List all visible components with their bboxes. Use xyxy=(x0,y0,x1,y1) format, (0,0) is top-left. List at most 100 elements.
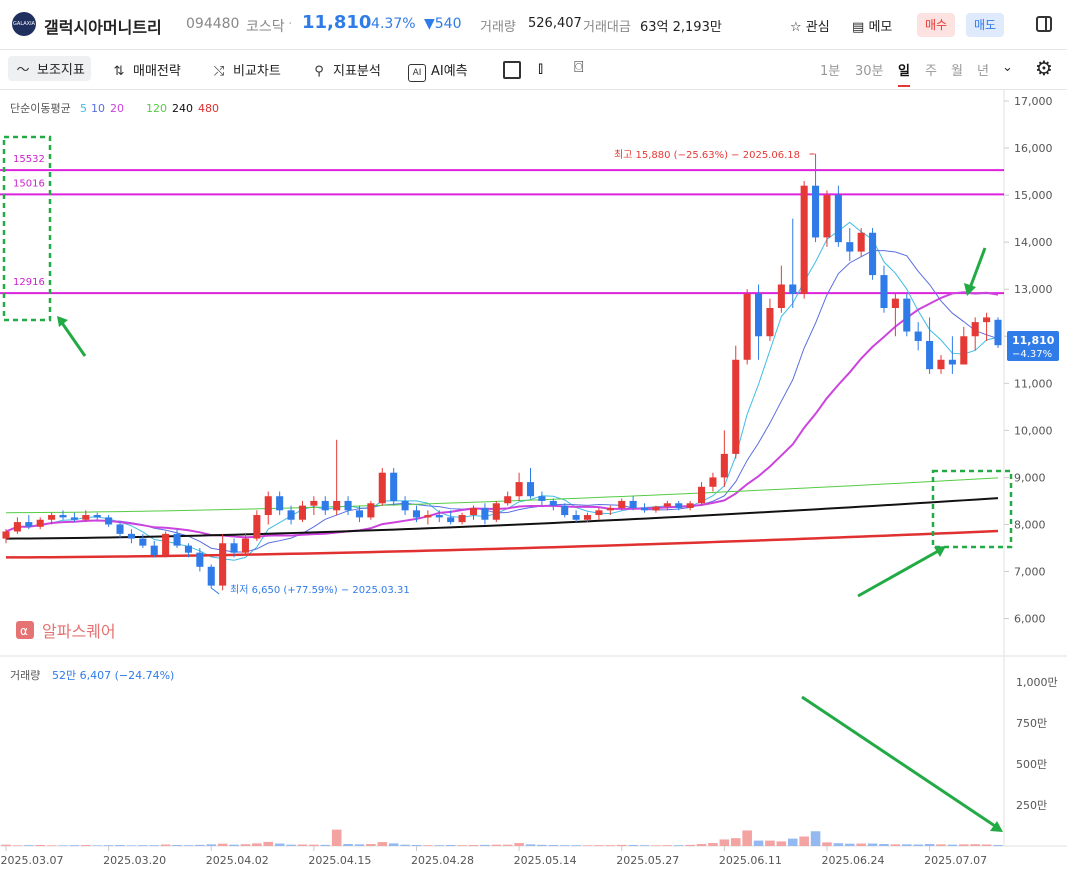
candle-body xyxy=(675,503,683,508)
candle-body xyxy=(891,298,899,309)
volume-bar xyxy=(867,843,878,846)
y-tick-label: 15,000 xyxy=(1014,189,1053,202)
analysis-button[interactable]: ⚲ 지표분석 xyxy=(310,60,381,79)
period-week[interactable]: 주 xyxy=(925,64,937,79)
candle-body xyxy=(743,293,751,360)
moving-averages xyxy=(5,221,999,561)
sell-button[interactable]: 매도 xyxy=(966,13,1005,37)
stock-name: 갤럭시아머니트리 xyxy=(44,18,162,37)
price-chart[interactable]: 단순이동평균 5 10 20 120 240 480 17,000 16,000 15,000… xyxy=(0,90,1067,882)
y-tick-label: 14,000 xyxy=(1014,236,1053,249)
volume-bar xyxy=(35,845,45,846)
ma-legend: 단순이동평균 5 10 20 120 240 480 xyxy=(10,102,219,115)
candle-body xyxy=(287,510,295,520)
candle-body xyxy=(846,242,854,252)
candle-body xyxy=(207,566,215,586)
ma-240-line xyxy=(5,497,999,540)
candle-body xyxy=(857,232,865,252)
volume-bar xyxy=(571,845,581,846)
volume-bar xyxy=(844,843,855,846)
stock-code: 094480 xyxy=(186,16,240,32)
ma-5-line xyxy=(5,221,999,561)
candle-body xyxy=(139,538,147,546)
memo-button[interactable]: ▤ 메모 xyxy=(852,16,892,35)
candle-body xyxy=(492,503,500,520)
candle-body xyxy=(834,195,842,243)
period-month[interactable]: 월 xyxy=(951,64,963,79)
candle-body xyxy=(983,317,991,323)
volume-bar xyxy=(628,845,638,846)
candle-body xyxy=(538,496,546,501)
volume-bar xyxy=(822,842,832,846)
candle-body xyxy=(48,515,56,520)
candle-body xyxy=(241,538,249,553)
candle-body xyxy=(70,517,78,520)
volume-bar xyxy=(913,844,923,846)
volume-bar xyxy=(947,844,958,846)
candle-body xyxy=(629,500,637,508)
watch-button[interactable]: ☆ 관심 xyxy=(790,16,830,35)
volume-bar xyxy=(309,844,319,846)
period-year[interactable]: 년 xyxy=(977,64,989,79)
y-tick-label: 11,000 xyxy=(1014,377,1053,390)
period-day[interactable]: 일 xyxy=(898,60,910,87)
x-tick-label: 2025.05.27 xyxy=(616,854,679,867)
square-icon[interactable] xyxy=(503,61,521,79)
hline-label: 12916 xyxy=(13,277,45,288)
candle-body xyxy=(469,507,478,516)
candles xyxy=(2,153,1002,595)
indicator-icon: 〜 xyxy=(16,63,30,78)
dotted-box-right xyxy=(931,469,1013,549)
candle-body xyxy=(481,507,489,520)
volume-bar xyxy=(366,844,376,846)
ma-legend-prefix: 단순이동평균 xyxy=(10,102,71,115)
volume-bar xyxy=(206,844,217,846)
buy-button[interactable]: 매수 xyxy=(917,13,956,37)
volume-bar xyxy=(24,845,34,846)
amount-label: 거래대금 xyxy=(583,20,631,35)
candle-body xyxy=(333,500,341,511)
compare-label: 비교차트 xyxy=(233,64,281,79)
volume-bar xyxy=(765,840,775,846)
ma-480-line xyxy=(5,529,999,559)
ai-forecast-button[interactable]: AI AI예측 xyxy=(408,60,468,82)
period-30min[interactable]: 30분 xyxy=(855,64,884,79)
candle-body xyxy=(2,531,10,539)
alphasquare-logo: α xyxy=(16,621,34,639)
volume-bar xyxy=(400,844,410,846)
period-1min[interactable]: 1분 xyxy=(820,64,841,79)
volume-bar xyxy=(525,844,536,846)
ma-legend-120: 120 xyxy=(146,102,167,115)
candle-body xyxy=(184,545,192,553)
indicator-button[interactable]: 〜 보조지표 xyxy=(8,56,91,81)
compare-button[interactable]: ⤭ 비교차트 xyxy=(210,60,281,79)
volume-bar xyxy=(673,845,684,846)
volume-bar xyxy=(183,845,194,846)
candle-body xyxy=(515,482,523,497)
volume-bar xyxy=(548,845,559,846)
camera-icon[interactable]: ⌼ xyxy=(574,57,584,76)
gear-icon[interactable]: ⚙ xyxy=(1035,56,1053,80)
volume-bar xyxy=(160,844,171,846)
volume-bar xyxy=(594,845,604,846)
candle-body xyxy=(173,533,181,546)
arrow-ma xyxy=(968,247,987,289)
volume-bar xyxy=(138,845,148,846)
volume-bar xyxy=(651,845,661,846)
candle-body xyxy=(59,515,67,518)
candle-body xyxy=(823,195,831,238)
volume-bar xyxy=(343,844,353,846)
strategy-button[interactable]: ⇅ 매매전략 xyxy=(110,60,181,79)
volume-bar xyxy=(445,845,456,846)
volume-bar xyxy=(297,844,308,846)
panel-toggle-icon[interactable] xyxy=(1036,16,1052,32)
ma-20-line xyxy=(5,291,999,539)
analysis-icon: ⚲ xyxy=(314,64,324,79)
chevron-down-icon[interactable]: ⌄ xyxy=(1002,60,1013,75)
candle-type-icon[interactable]: ⫾ xyxy=(538,58,544,77)
candle-body xyxy=(914,331,922,341)
volume-bar xyxy=(502,844,513,846)
strategy-label: 매매전략 xyxy=(133,64,181,79)
candle-body xyxy=(298,505,306,520)
volume-bar xyxy=(742,830,752,846)
